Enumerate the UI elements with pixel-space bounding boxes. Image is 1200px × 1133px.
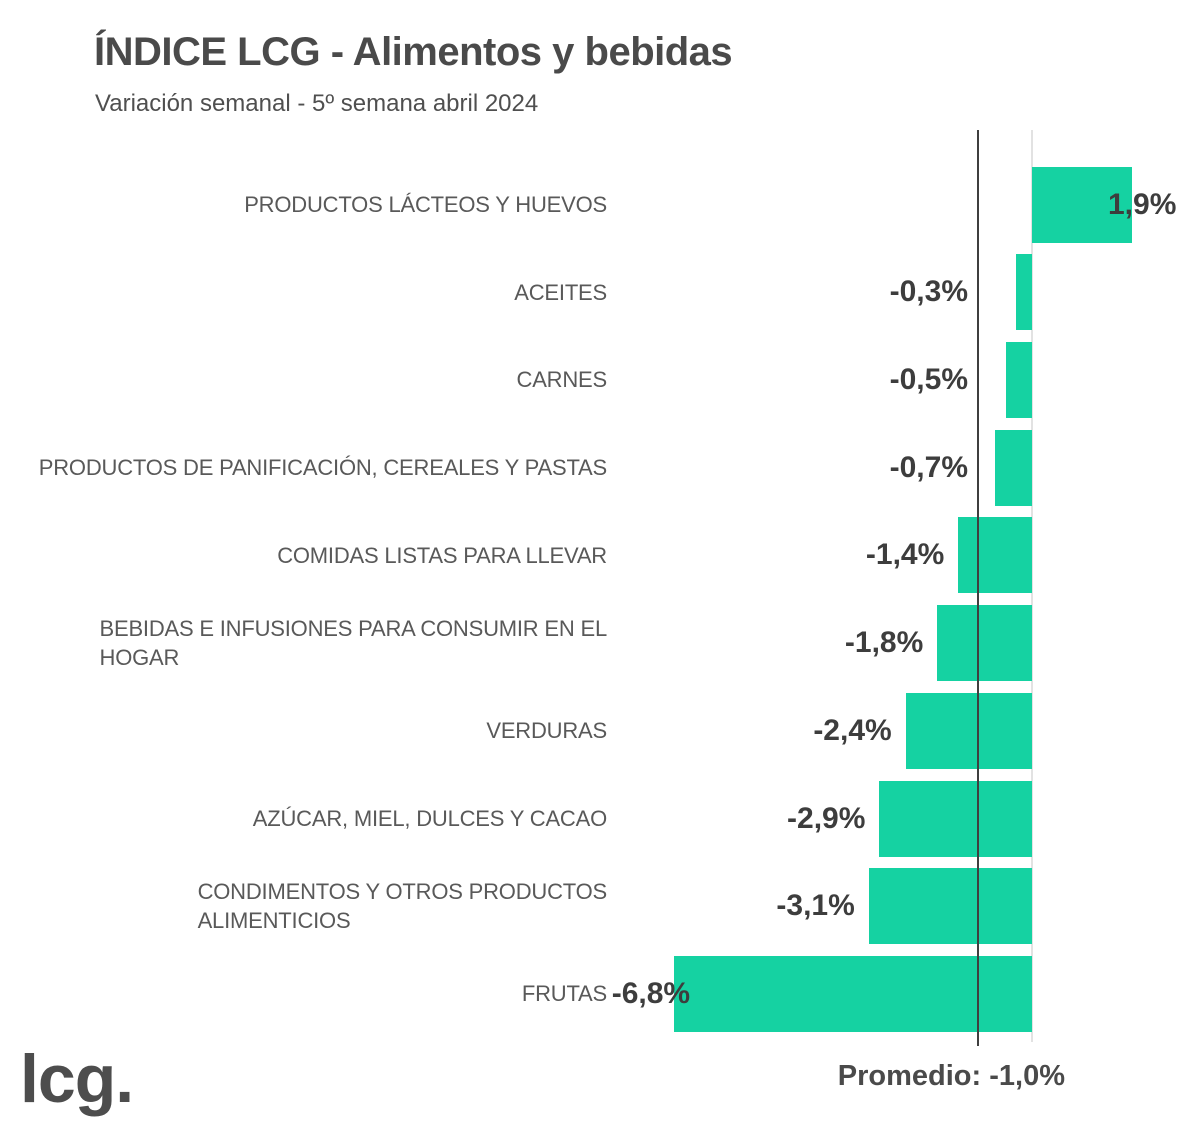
page-title: ÍNDICE LCG - Alimentos y bebidas — [94, 30, 733, 74]
value-bar — [879, 780, 1032, 857]
value-bar — [937, 605, 1032, 682]
category-label-cell: BEBIDAS E INFUSIONES PARA CONSUMIR EN EL… — [0, 599, 612, 687]
category-label-cell: CARNES — [0, 336, 612, 424]
value-bar — [1032, 166, 1132, 243]
value-bar — [958, 517, 1032, 594]
category-label: VERDURAS — [486, 718, 607, 744]
value-label: -6,8% — [611, 977, 691, 1010]
category-label-cell: ACEITES — [0, 248, 612, 336]
average-caption: Promedio: -1,0% — [837, 1060, 1065, 1092]
category-label: CONDIMENTOS Y OTROS PRODUCTOS ALIMENTICI… — [197, 879, 608, 934]
category-label: BEBIDAS E INFUSIONES PARA CONSUMIR EN EL… — [99, 616, 608, 671]
value-label: -3,1% — [776, 889, 855, 923]
category-label-cell: AZÚCAR, MIEL, DULCES Y CACAO — [0, 775, 612, 863]
value-bar — [1016, 254, 1032, 331]
category-label: CARNES — [516, 367, 608, 393]
brand-logo: lcg. — [20, 1041, 134, 1117]
value-label: 1,9% — [1108, 187, 1177, 221]
value-bar — [868, 868, 1032, 945]
zero-axis-line — [1031, 130, 1033, 1042]
category-label-cell: PRODUCTOS DE PANIFICACIÓN, CEREALES Y PA… — [0, 424, 612, 512]
category-label-cell: CONDIMENTOS Y OTROS PRODUCTOS ALIMENTICI… — [0, 862, 612, 950]
category-label: COMIDAS LISTAS PARA LLEVAR — [277, 542, 607, 568]
value-label: -0,7% — [889, 450, 968, 484]
category-label-cell: COMIDAS LISTAS PARA LLEVAR — [0, 512, 612, 600]
value-label: -0,3% — [889, 275, 968, 309]
value-label: -1,8% — [844, 626, 924, 660]
value-bar — [674, 956, 1032, 1032]
value-bar — [1005, 341, 1032, 418]
value-bar — [905, 692, 1032, 769]
value-label: -2,9% — [787, 801, 866, 835]
category-label: ACEITES — [514, 279, 607, 305]
category-label: PRODUCTOS DE PANIFICACIÓN, CEREALES Y PA… — [38, 455, 607, 481]
category-label: AZÚCAR, MIEL, DULCES Y CACAO — [252, 806, 607, 832]
value-label: -1,4% — [865, 538, 945, 572]
category-label-cell: FRUTAS — [0, 950, 612, 1038]
category-label-cell: PRODUCTOS LÁCTEOS Y HUEVOS — [0, 161, 612, 249]
value-label: -2,4% — [813, 713, 892, 747]
category-label: FRUTAS — [521, 981, 607, 1007]
page-subtitle: Variación semanal - 5º semana abril 2024 — [95, 90, 539, 117]
value-label: -0,5% — [889, 362, 968, 396]
value-bar — [995, 429, 1032, 506]
category-label: PRODUCTOS LÁCTEOS Y HUEVOS — [244, 191, 607, 217]
average-reference-line — [977, 130, 979, 1046]
category-label-cell: VERDURAS — [0, 687, 612, 775]
